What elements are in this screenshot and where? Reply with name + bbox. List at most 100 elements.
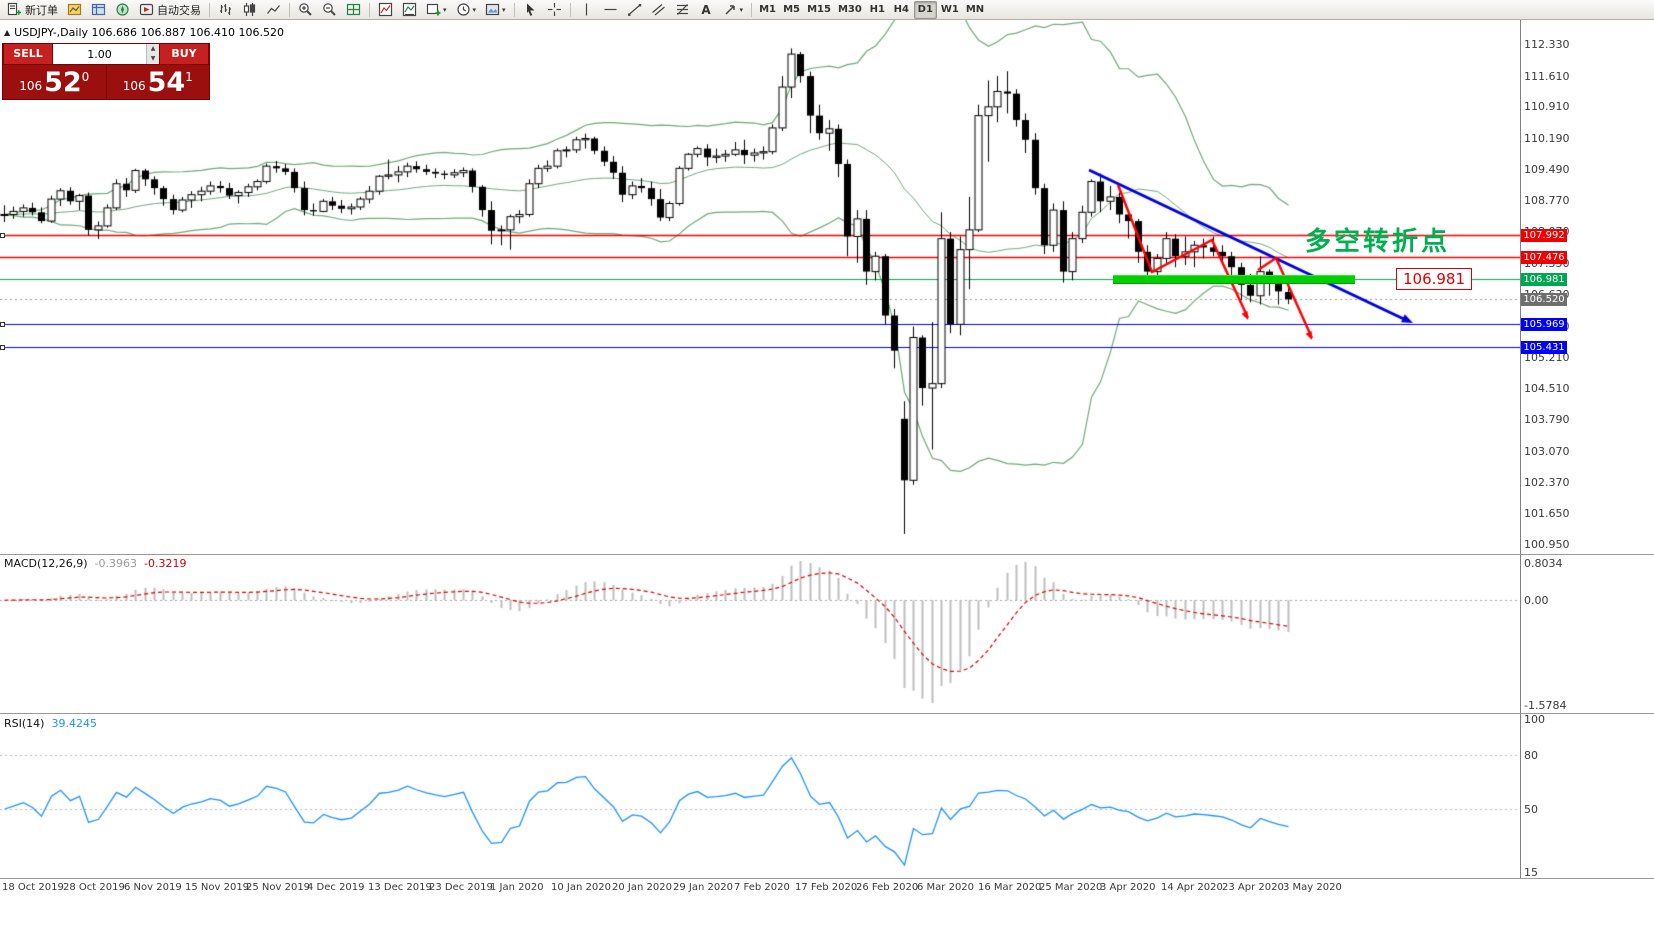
equidistant-channel-button[interactable] <box>647 1 670 19</box>
dropdown-caret-icon[interactable]: ▾ <box>502 5 506 14</box>
price-axis-label: 105.210 <box>1524 350 1570 364</box>
rsi-axis-label: 100 <box>1524 713 1545 726</box>
price-axis[interactable] <box>1520 20 1654 878</box>
support-zone-bar[interactable] <box>1113 275 1355 284</box>
volume-input[interactable] <box>53 44 146 64</box>
sell-button[interactable]: SELL <box>3 44 53 64</box>
time-axis-label: 23 Apr 2020 <box>1222 882 1284 893</box>
fibonacci-button[interactable] <box>671 1 694 19</box>
timeframe-d1-button[interactable]: D1 <box>913 0 937 19</box>
macd-axis-label: -1.5784 <box>1524 699 1567 712</box>
timeframe-m30-button[interactable]: M30 <box>837 4 862 15</box>
trendline-button[interactable] <box>623 1 646 19</box>
market-watch-button[interactable] <box>87 1 110 19</box>
market-watch-icon <box>91 2 106 17</box>
time-axis-label: 1 Jan 2020 <box>490 882 544 893</box>
add-chart-button[interactable]: ▾ <box>422 1 451 19</box>
horizontal-line-button[interactable] <box>599 1 622 19</box>
periods-button[interactable]: ▾ <box>452 1 481 19</box>
charts-profile-button[interactable] <box>63 1 86 19</box>
time-axis-label: 6 Mar 2020 <box>917 882 975 893</box>
arrows-button[interactable]: ▾ <box>719 1 748 19</box>
indicators-icon <box>378 2 393 17</box>
zoom-in-button[interactable] <box>294 1 317 19</box>
new-order-label: 新订单 <box>25 3 58 17</box>
bid-price: 106 52 0 <box>3 65 106 99</box>
pane-separator[interactable] <box>0 713 1654 714</box>
time-axis-label: 3 May 2020 <box>1283 882 1342 893</box>
grid-icon <box>346 2 361 17</box>
dropdown-caret-icon[interactable]: ▾ <box>443 5 447 14</box>
zoom-out-button[interactable] <box>318 1 341 19</box>
price-annotation-label[interactable]: 106.981 <box>1396 268 1472 290</box>
macd-signal-value: -0.3219 <box>144 557 187 570</box>
bar-chart-icon <box>218 2 233 17</box>
rsi-value: 39.4245 <box>51 717 97 730</box>
timeframe-h1-button[interactable]: H1 <box>869 4 885 15</box>
chart-header: ▲ USDJPY-,Daily 106.686 106.887 106.410 … <box>4 26 284 39</box>
templates-button[interactable]: ▾ <box>481 1 510 19</box>
timeframe-m5-button[interactable]: M5 <box>783 4 801 15</box>
auto-trading-icon <box>139 2 154 17</box>
indicator-list-button[interactable] <box>398 1 421 19</box>
dropdown-caret-icon[interactable]: ▾ <box>472 5 477 14</box>
timeframe-w1-button[interactable]: W1 <box>940 4 959 15</box>
price-axis-label: 109.490 <box>1524 162 1570 176</box>
time-axis-label: 14 Apr 2020 <box>1161 882 1223 893</box>
line-handle[interactable] <box>0 344 5 350</box>
text-label-button[interactable]: A <box>695 1 718 19</box>
buy-button[interactable]: BUY <box>159 44 209 64</box>
crosshair-icon <box>547 2 562 17</box>
auto-trading-label: 自动交易 <box>157 3 201 17</box>
cursor-button[interactable] <box>519 1 542 19</box>
price-tag: 106.981 <box>1521 272 1567 286</box>
timeframe-m15-button[interactable]: M15 <box>807 4 831 15</box>
tile-windows-button[interactable] <box>342 1 365 19</box>
time-axis-label: 20 Jan 2020 <box>612 882 672 893</box>
main-chart-canvas[interactable] <box>0 20 1520 554</box>
time-axis-label: 16 Mar 2020 <box>978 882 1042 893</box>
timeframe-m1-button[interactable]: M1 <box>759 4 777 15</box>
pane-separator[interactable] <box>0 554 1654 555</box>
collapse-panel-arrow-icon[interactable]: ▲ <box>4 28 11 37</box>
ask-price: 106 54 1 <box>107 65 210 99</box>
price-axis-label: 101.650 <box>1524 507 1570 521</box>
time-axis-separator[interactable] <box>0 878 1654 879</box>
ask-price-pips: 54 <box>147 67 186 98</box>
profile-icon <box>67 2 82 17</box>
macd-axis-label: 0.8034 <box>1524 557 1563 570</box>
macd-axis-label: 0.00 <box>1524 594 1549 608</box>
new-order-button[interactable]: 新订单 <box>3 1 62 19</box>
auto-trading-button[interactable]: 自动交易 <box>135 1 205 19</box>
volume-increase-button[interactable]: ▲ <box>150 45 156 52</box>
symbol-ohlc-text: USDJPY-,Daily 106.686 106.887 106.410 10… <box>14 26 284 39</box>
timeframe-h4-button[interactable]: H4 <box>893 4 909 15</box>
time-axis-label: 15 Nov 2019 <box>185 882 250 893</box>
one-click-trading-panel: SELL ▲ ▼ BUY 106 52 0 106 54 1 <box>2 43 210 100</box>
vertical-line-button[interactable] <box>575 1 598 19</box>
macd-pane-canvas[interactable] <box>0 555 1520 713</box>
price-axis-label: 103.070 <box>1524 444 1570 458</box>
trade-panel-divider <box>105 65 107 99</box>
line-handle[interactable] <box>0 232 5 238</box>
bid-price-point: 0 <box>81 70 90 84</box>
arrows-icon <box>723 2 738 17</box>
template-icon <box>485 2 500 17</box>
bar-chart-button[interactable] <box>214 1 237 19</box>
indicators-button[interactable] <box>374 1 397 19</box>
price-axis-label: 104.510 <box>1524 381 1570 395</box>
navigator-button[interactable] <box>111 1 134 19</box>
rsi-title: RSI(14) <box>4 717 45 730</box>
candlestick-chart-button[interactable] <box>238 1 261 19</box>
line-chart-button[interactable] <box>262 1 285 19</box>
line-handle[interactable] <box>0 321 5 327</box>
turning-point-text[interactable]: 多空转折点 <box>1305 227 1451 257</box>
volume-decrease-button[interactable]: ▼ <box>150 55 156 62</box>
crosshair-button[interactable] <box>543 1 566 19</box>
ask-price-point: 1 <box>185 70 193 84</box>
dropdown-caret-icon[interactable]: ▾ <box>739 5 744 14</box>
rsi-axis-label: 50 <box>1524 803 1538 816</box>
timeframe-mn-button[interactable]: MN <box>965 4 985 15</box>
rsi-pane-canvas[interactable] <box>0 714 1520 878</box>
